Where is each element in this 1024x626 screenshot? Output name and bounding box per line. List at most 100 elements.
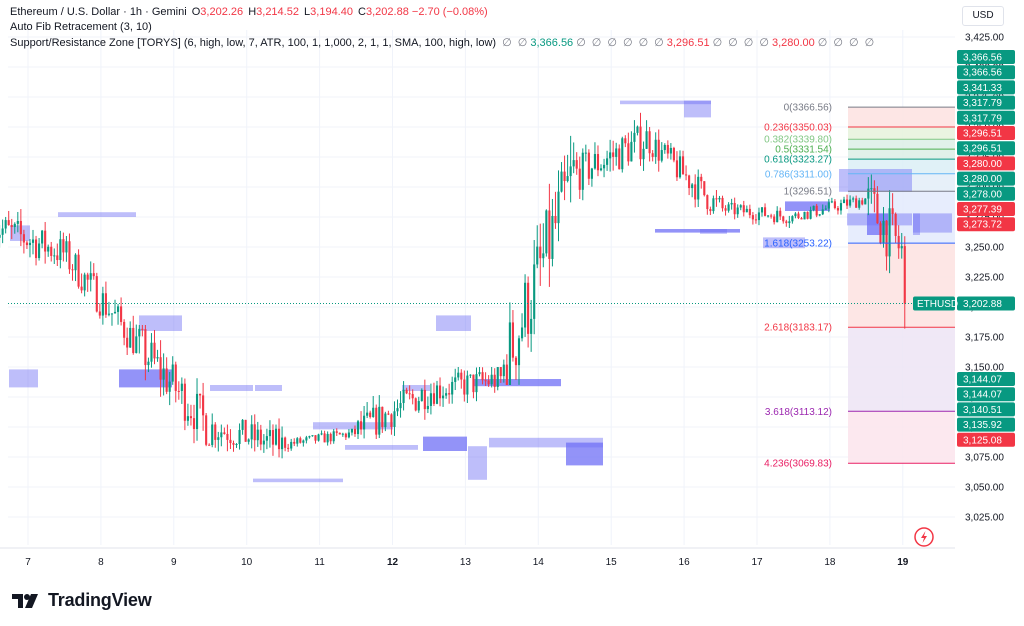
candle-body	[861, 200, 864, 205]
currency-button[interactable]: USD	[962, 6, 1004, 26]
legend-empty: ∅	[502, 37, 512, 49]
price-tag-text: 3,296.51	[963, 129, 1002, 140]
candle-body	[442, 395, 445, 399]
fib-level-label: 1(3296.51)	[784, 187, 832, 198]
price-tag	[957, 126, 1015, 140]
legend-empty: ∅	[864, 37, 875, 49]
candle-body	[776, 210, 779, 223]
price-tag-text: 3,278.00	[963, 189, 1002, 200]
candle-body	[724, 208, 727, 211]
price-tick-label: 3,175.00	[965, 333, 1004, 344]
legend-sr-zone[interactable]: Support/Resistance Zone [TORYS] (6, high…	[10, 36, 877, 49]
candle-body	[648, 131, 651, 154]
legend-empty: ∅	[576, 37, 586, 49]
price-tag	[957, 417, 1015, 432]
fib-level-label: 0.786(3311.00)	[765, 169, 832, 180]
legend-empty: ∅	[712, 37, 723, 49]
chart-grid	[8, 30, 955, 545]
candle-body	[560, 171, 563, 192]
candle-body	[126, 337, 129, 348]
price-tag-text: 3,366.56	[963, 53, 1002, 64]
candle-body	[411, 394, 414, 399]
candle-body	[879, 223, 882, 244]
candle-body	[466, 375, 469, 395]
legend-empty: ∅	[759, 37, 769, 49]
candle-body	[211, 424, 214, 446]
candle-body	[396, 408, 399, 412]
candle-body	[530, 318, 533, 334]
price-tag-text: 3,280.00	[963, 174, 1002, 185]
candle-body	[533, 264, 536, 319]
price-tag	[957, 171, 1015, 186]
sr-zone	[489, 437, 603, 448]
fib-level-label: 0.236(3350.03)	[764, 122, 832, 133]
snapshot-icon[interactable]	[913, 526, 935, 553]
legend-low: 3,194.40	[310, 6, 353, 18]
candle-body	[818, 214, 821, 216]
candle-body	[645, 131, 648, 149]
fib-band	[848, 126, 955, 140]
candle-body	[496, 367, 499, 387]
candle-body	[779, 210, 782, 217]
candle-body	[302, 440, 305, 443]
candle-body	[220, 432, 223, 438]
candle-body	[338, 432, 341, 435]
candle-body	[44, 230, 47, 252]
candle-body	[244, 419, 247, 442]
candle-body	[202, 395, 205, 416]
candle-body	[192, 418, 196, 430]
candle-body	[475, 374, 478, 393]
candle-body	[897, 235, 900, 249]
price-tag	[957, 141, 1015, 156]
candle-body	[414, 398, 417, 411]
symbol-tag-text: ETHUSD	[917, 299, 958, 310]
candle-body	[457, 372, 460, 378]
time-tick-label: 11	[314, 557, 325, 568]
legend-fib[interactable]: Auto Fib Retracement (3, 10)	[10, 21, 152, 33]
price-tick-label: 3,075.00	[965, 453, 1004, 464]
candle-body	[618, 148, 621, 170]
candle-body	[177, 390, 180, 392]
time-axis[interactable]: 7 8 9 10 11 12 13 14 15 16 17 18 19	[0, 547, 955, 568]
candle-body	[855, 198, 858, 208]
candle-body	[7, 220, 10, 226]
candle-body	[490, 374, 493, 385]
candle-body	[709, 209, 712, 212]
candle-body	[797, 213, 800, 219]
candle-body	[238, 429, 241, 444]
candle-body	[429, 393, 432, 406]
candle-body	[800, 218, 803, 220]
candle-body	[390, 414, 393, 427]
candle-body	[68, 241, 71, 270]
candle-body	[120, 306, 123, 322]
candle-body	[657, 139, 660, 161]
legend-close-label: C	[358, 6, 366, 18]
candle-body	[265, 436, 268, 441]
candle-body	[329, 433, 332, 442]
sr-zone	[474, 379, 561, 387]
candle-body	[31, 239, 35, 243]
candle-body	[788, 221, 791, 224]
candle-body	[247, 439, 250, 442]
candle-body	[28, 242, 32, 246]
candle-body	[612, 152, 615, 157]
candle-body	[19, 220, 22, 235]
candle-body	[308, 436, 311, 438]
candle-body	[1, 228, 4, 235]
candle-body	[845, 199, 849, 206]
time-tick-label: 15	[606, 557, 618, 568]
candle-body	[344, 433, 347, 438]
candle-body	[499, 367, 502, 377]
candle-body	[685, 174, 688, 176]
sr-zone	[655, 229, 740, 233]
candle-body	[621, 138, 624, 170]
tradingview-logo[interactable]: TradingView	[12, 590, 152, 611]
candle-body	[666, 144, 669, 154]
candle-body	[138, 328, 141, 337]
candle-body	[162, 368, 165, 380]
candle-body	[593, 154, 597, 169]
legend-empty: ∅	[591, 37, 602, 49]
candle-body	[460, 372, 463, 380]
candle-body	[353, 428, 357, 435]
